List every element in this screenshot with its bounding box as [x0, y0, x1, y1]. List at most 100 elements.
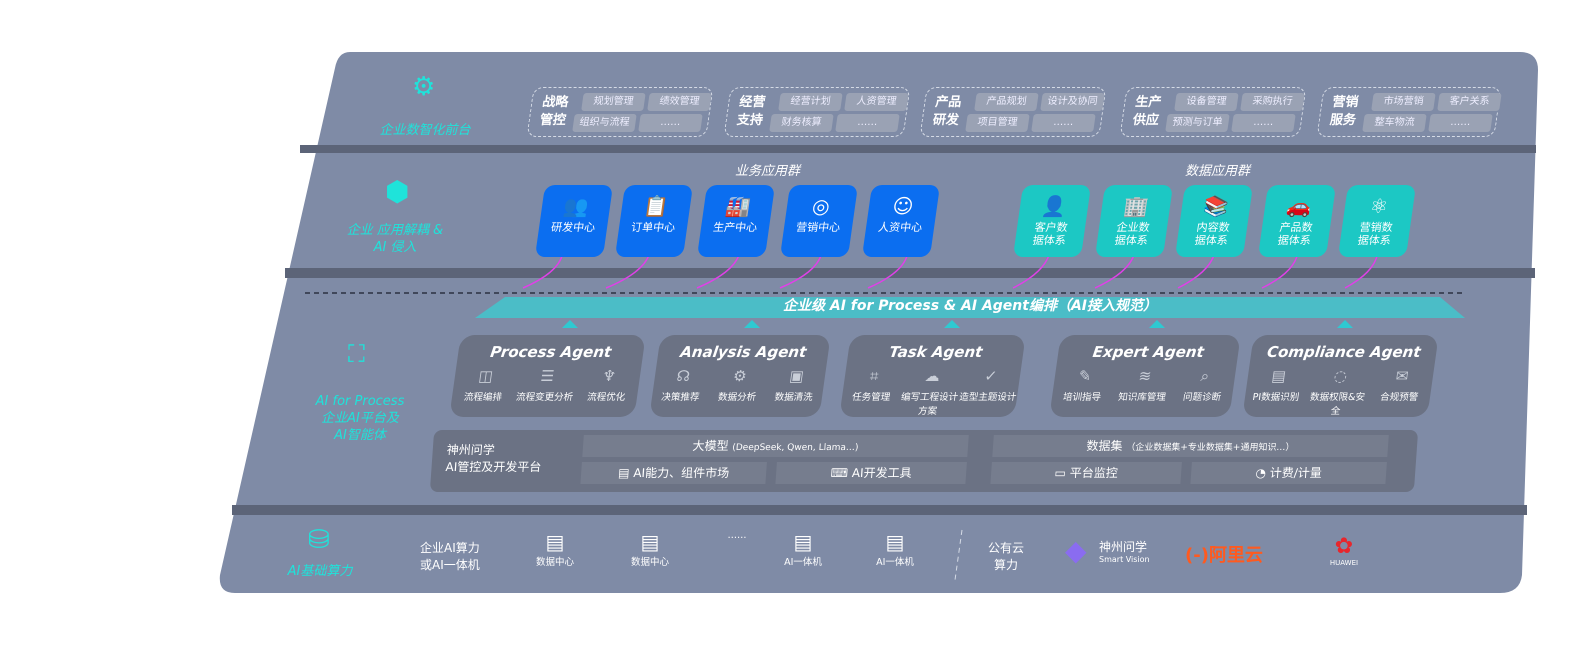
business-app-tile[interactable]: 👥 研发中心 — [534, 185, 614, 257]
group-chip[interactable]: 预测与订单 — [1165, 114, 1230, 132]
database-icon: ⛁ — [308, 525, 330, 555]
group-chip[interactable]: …… — [1428, 114, 1493, 132]
books-icon: 📚 — [1201, 194, 1231, 218]
smart-vision-logo: ◆ 神州问学 Smart Vision — [1065, 536, 1160, 570]
capability-label: 培训指导 — [1062, 392, 1102, 403]
group-chip[interactable]: …… — [1031, 114, 1096, 132]
face-scan-icon: ⛶ — [348, 340, 365, 368]
agent-card[interactable]: Process Agent ◫ 流程编排 ☰ 流程变更分析 ♆ 流程优化 — [449, 335, 646, 417]
group-chip[interactable]: 人资管理 — [844, 93, 909, 111]
business-app-tile[interactable]: ◎ 营销中心 — [779, 185, 859, 257]
user-icon: 👤 — [1039, 194, 1069, 218]
data-app-tile[interactable]: 📚 内容数据体系 — [1174, 185, 1254, 257]
cloud-label: 公有云 算力 — [988, 540, 1024, 574]
group-chip[interactable]: 整车物流 — [1362, 114, 1427, 132]
tool-billing[interactable]: ◔ 计费/计量 — [1190, 462, 1387, 484]
group-chip[interactable]: 财务核算 — [769, 114, 834, 132]
cloud-label-line2: 算力 — [994, 558, 1019, 572]
agent-capability: ☰ 流程变更分析 — [513, 367, 579, 403]
compute-item: ▤ AI一体机 — [870, 530, 920, 568]
tile-label: 客户数据体系 — [1031, 221, 1069, 247]
front-group: 生产供应 设备管理 采购执行 预测与订单…… — [1119, 87, 1307, 137]
capability-label: 任务管理 — [851, 392, 891, 403]
business-app-tile[interactable]: 🏭 生产中心 — [696, 185, 776, 257]
tile-label: 订单中心 — [630, 221, 676, 234]
agent-capability: ◌ 数据权限&安全 — [1304, 367, 1372, 417]
group-chip[interactable]: 客户关系 — [1437, 93, 1502, 111]
front-group: 经营支持 经营计划 人资管理 财务核算…… — [723, 87, 911, 137]
dataset-bar: 数据集 （企业数据集+专业数据集+通用知识…） — [992, 435, 1389, 457]
llm-note: (DeepSeek, Qwen, Llama…) — [731, 443, 859, 453]
capability-label: 造型主题设计 — [958, 392, 1018, 403]
group-chip[interactable]: 设备管理 — [1174, 93, 1239, 111]
data-app-tile[interactable]: 🚗 产品数据体系 — [1257, 185, 1337, 257]
platform-name-line1: 神州问学 — [446, 443, 496, 457]
group-chip[interactable]: 项目管理 — [965, 114, 1030, 132]
person-icon: ☺ — [890, 194, 916, 218]
group-title: 经营支持 — [735, 95, 767, 128]
group-chip[interactable]: …… — [638, 114, 703, 132]
capability-icon: ▤ — [1270, 367, 1288, 385]
tool-monitor[interactable]: ▭ 平台监控 — [990, 462, 1182, 484]
agent-capability: ▤ PI数据识别 — [1243, 367, 1311, 417]
group-chip[interactable]: 规划管理 — [581, 93, 646, 111]
group-chip[interactable]: …… — [1231, 114, 1296, 132]
capability-icon: ⌗ — [868, 367, 880, 385]
compute-item: ▤ 数据中心 — [530, 530, 580, 568]
capability-icon: ✉ — [1394, 367, 1410, 385]
tile-label: 营销中心 — [795, 221, 841, 234]
tile-label: 人资中心 — [877, 221, 923, 234]
agent-card[interactable]: Analysis Agent ☊ 决策推荐 ⚙ 数据分析 ▣ 数据清洗 — [649, 335, 831, 417]
tool-dev[interactable]: ⌨ AI开发工具 — [775, 462, 967, 484]
layer-front-label: 企业数智化前台 — [379, 123, 471, 138]
agent-capability: ⌕ 问题诊断 — [1172, 367, 1236, 403]
sv-en: Smart Vision — [1099, 555, 1150, 564]
business-app-tile[interactable]: ☺ 人资中心 — [861, 185, 941, 257]
group-chip[interactable]: 绩效管理 — [647, 93, 712, 111]
ai-label-line2: 企业AI平台及 — [321, 411, 399, 426]
capability-label: 流程编排 — [463, 392, 503, 403]
group-chip[interactable]: …… — [835, 114, 900, 132]
agent-card[interactable]: Task Agent ⌗ 任务管理 ☁ 编写工程设计方案 ✓ 造型主题设计 — [839, 335, 1026, 417]
agent-name: Task Agent — [888, 343, 984, 361]
data-app-tile[interactable]: 👤 客户数据体系 — [1012, 185, 1092, 257]
group-title: 生产供应 — [1131, 95, 1163, 128]
business-apps-title: 业务应用群 — [735, 164, 801, 179]
capability-icon: ⚙ — [731, 367, 748, 385]
capability-label: PI数据识别 — [1251, 392, 1300, 403]
dataset-label: 数据集 — [1086, 439, 1124, 453]
cloud-label-line1: 公有云 — [988, 541, 1025, 555]
agent-capability: ⌗ 任务管理 — [840, 367, 905, 417]
group-title: 产品研发 — [931, 95, 963, 128]
group-chip[interactable]: 组织与流程 — [572, 114, 637, 132]
data-app-tile[interactable]: ⚛ 营销数据体系 — [1337, 185, 1417, 257]
group-chip[interactable]: 产品规划 — [974, 93, 1039, 111]
compute-item-label: 数据中心 — [535, 557, 574, 568]
tile-label: 生产中心 — [712, 221, 758, 234]
group-chip[interactable]: 经营计划 — [778, 93, 843, 111]
layer-infra-label: AI基础算力 — [287, 564, 353, 579]
compute-label: 企业AI算力 或AI一体机 — [420, 540, 480, 574]
business-app-tile[interactable]: 📋 订单中心 — [614, 185, 694, 257]
data-apps-title: 数据应用群 — [1185, 164, 1251, 179]
molecule-icon: ⬢ — [385, 175, 410, 208]
tool-market[interactable]: ▤ AI能力、组件市场 — [580, 462, 767, 484]
group-chip[interactable]: 设计及协同 — [1040, 93, 1105, 111]
group-chip[interactable]: 市场营销 — [1371, 93, 1436, 111]
capability-label: 决策推荐 — [660, 392, 701, 403]
layer-apps-label: 企业 应用解耦 & AI 侵入 — [346, 223, 444, 255]
agent-capability: ☊ 决策推荐 — [651, 367, 712, 403]
sv-cn: 神州问学 — [1099, 540, 1148, 554]
capability-icon: ♆ — [601, 367, 618, 385]
atom-icon: ⚛ — [1368, 194, 1390, 218]
capability-icon: ✓ — [983, 367, 999, 385]
gauge-icon: ◔ — [1254, 466, 1271, 480]
group-chip[interactable]: 采购执行 — [1240, 93, 1305, 111]
aliyun-logo: (-)阿里云 — [1185, 545, 1263, 566]
data-app-tile[interactable]: 🏢 企业数据体系 — [1094, 185, 1174, 257]
agent-card[interactable]: Expert Agent ✎ 培训指导 ≋ 知识库管理 ⌕ 问题诊断 — [1049, 335, 1241, 417]
agent-capability: ☁ 编写工程设计方案 — [898, 367, 963, 417]
agent-card[interactable]: Compliance Agent ▤ PI数据识别 ◌ 数据权限&安全 ✉ 合规预警 — [1242, 335, 1439, 417]
compute-item: ▤ AI一体机 — [778, 530, 828, 568]
compute-item-label: AI一体机 — [876, 557, 914, 568]
